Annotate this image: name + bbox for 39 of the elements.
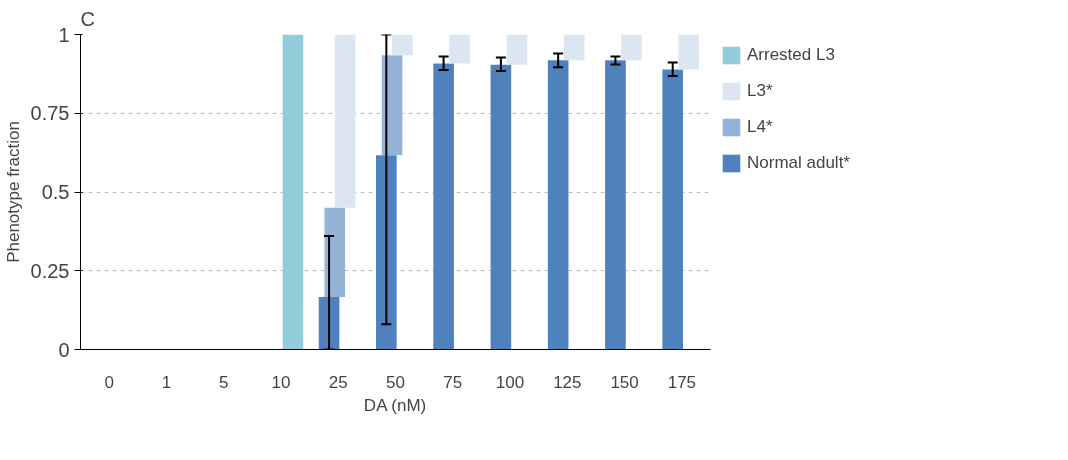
- bar: [433, 63, 454, 350]
- x-tick-label: 0: [104, 372, 114, 392]
- y-axis-title: Phenotype fraction: [3, 121, 23, 263]
- legend-label: Normal adult*: [747, 153, 850, 173]
- bar: [605, 60, 626, 350]
- bar: [449, 34, 470, 64]
- x-tick-label: 5: [218, 372, 229, 392]
- x-tick-label: 150: [610, 372, 639, 392]
- x-tick-label: 125: [553, 372, 582, 392]
- y-tick-label: 1: [58, 23, 70, 46]
- y-tick-label: 0.75: [30, 102, 70, 125]
- bar: [621, 34, 642, 61]
- x-tick-label: 175: [667, 372, 697, 392]
- bar: [324, 207, 346, 297]
- x-tick-label: 1: [161, 372, 172, 392]
- bar: [392, 34, 413, 56]
- x-tick-label: 100: [495, 372, 525, 392]
- y-tick-label: 0: [58, 338, 70, 361]
- x-tick-label: 75: [443, 372, 463, 392]
- bar: [318, 296, 340, 350]
- chart-title: C: [80, 7, 95, 30]
- bar: [678, 34, 700, 70]
- y-tick-label: 0.5: [41, 181, 70, 203]
- bar: [563, 34, 585, 61]
- bar: [662, 69, 684, 350]
- x-tick-label: 50: [386, 372, 405, 392]
- legend-label: L3*: [747, 81, 773, 101]
- bar: [376, 155, 397, 350]
- bar: [547, 60, 569, 350]
- bar: [506, 34, 528, 65]
- legend-label: L4*: [747, 117, 773, 137]
- x-axis-title: DA (nM): [363, 395, 427, 415]
- x-tick-label: 10: [271, 372, 291, 392]
- bar: [490, 64, 512, 350]
- bar: [334, 34, 356, 208]
- y-tick-label: 0.25: [30, 259, 70, 282]
- legend-label: Arrested L3: [747, 45, 835, 65]
- bar: [282, 34, 304, 350]
- x-tick-label: 25: [328, 372, 348, 392]
